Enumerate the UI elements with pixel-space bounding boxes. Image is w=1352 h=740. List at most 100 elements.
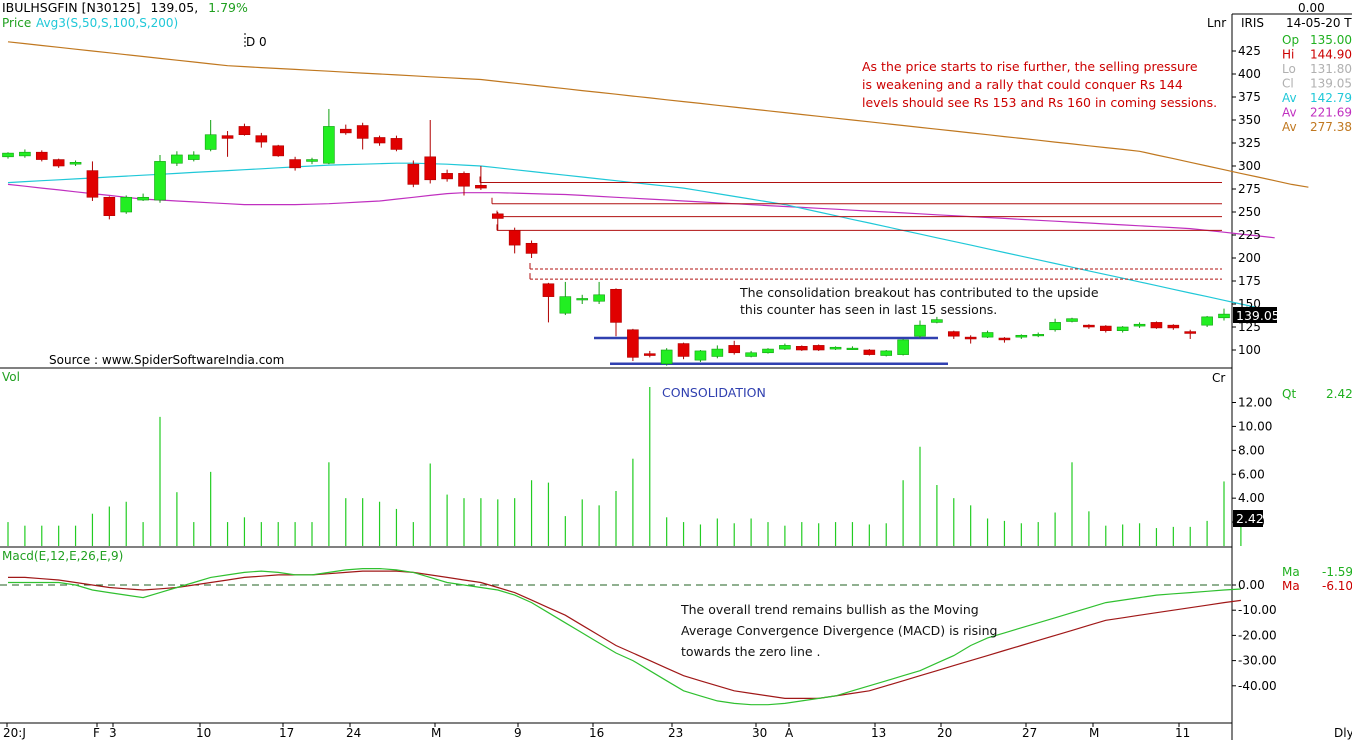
volume-bars [7,386,1242,546]
x-axis-label: 23 [668,726,683,740]
volume-axis-label: 10.00 [1238,419,1272,433]
annotation-macd-1: The overall trend remains bullish as the… [680,602,979,617]
change-percent: 1.79% [208,0,248,15]
candle-body [103,196,116,216]
x-axis-label: 16 [589,726,604,740]
candle-body [204,134,217,150]
date-label: 14-05-20 Th [1286,16,1352,30]
x-axis-label: M [1089,726,1099,740]
price-axis-label: 200 [1238,251,1261,265]
candle-body [390,138,403,150]
annotation-top-1: As the price starts to rise further, the… [862,59,1198,74]
svg-text:IBULHSGFIN [N30125] 139.05: IBULHSGFIN [N30125] 139.05, 1.79% [2,0,248,15]
info-value: 135.00 [1310,33,1352,47]
candle-body [627,329,639,358]
x-axis-label: 27 [1022,726,1037,740]
candle-body [694,350,707,361]
price-axis-label: 225 [1238,228,1261,242]
x-axis-label: A [785,726,794,740]
x-axis: 20:J F 3 10 17 24 M 9 16 23 30 A 13 20 27 M 11 [3,723,1190,740]
info-key: Av [1282,91,1297,105]
candle-body [542,283,555,297]
qt-value: 2.42 [1326,387,1352,401]
info-key: Av [1282,106,1297,120]
candle-body [711,348,724,357]
price-axis-label: 125 [1238,320,1261,334]
info-value: 139.05 [1310,77,1352,91]
sma200-line [7,41,1309,188]
macd-axis-label: -30.00 [1238,654,1277,668]
resistance-lines [479,176,1222,280]
x-axis-label: 24 [346,726,361,740]
price-axis-label: 350 [1238,113,1261,127]
candle-body [931,319,943,323]
info-value: 131.80 [1310,62,1352,76]
candle-body [981,332,994,338]
candle-body [795,346,808,351]
candle-body [1218,313,1230,319]
iris-label: IRIS [1241,16,1264,30]
macd-axis: 0.00 -10.00 -20.00 -30.00 -40.00 [1232,578,1277,693]
candle-body [779,345,791,350]
candle-body [356,125,369,139]
candle-body [829,346,842,350]
consolidation-label: CONSOLIDATION [662,385,766,400]
candle-body [593,294,605,302]
macd-axis-label: -20.00 [1238,628,1277,642]
macd-ma1-value: -1.59 [1322,565,1352,579]
annotation-mid-2: this counter has seen in last 15 session… [740,302,997,317]
candle-body [1032,334,1045,337]
price-axis-label: 425 [1238,44,1261,58]
candle-body [964,336,977,340]
candle-body [1167,324,1180,329]
candle-body [221,135,234,139]
candle-body [475,185,487,189]
candle-body [255,135,268,143]
qt-label: Qt [1282,387,1296,401]
price-axis-label: 100 [1238,343,1261,357]
volume-axis-label: 12.00 [1238,396,1272,410]
candle-body [728,345,741,354]
x-axis-label: F [93,726,100,740]
candle-body [846,347,859,350]
last-price-label: 139.05 [1236,308,1280,323]
candle-body [1133,323,1146,327]
candle-body [2,152,14,158]
info-value: 277.38 [1310,120,1352,134]
price-axis-label: 400 [1238,67,1261,81]
info-value: 221.69 [1310,106,1352,120]
candle-body [897,339,909,355]
info-value: 142.79 [1310,91,1352,105]
candle-body [306,159,318,162]
symbol-label: IBULHSGFIN [N30125] [2,0,140,15]
candle-body [154,161,166,201]
candle-body [1049,322,1061,331]
d-marker: D 0 [246,35,267,49]
candle-body [610,288,622,323]
top-value: 0.00 [1298,1,1325,15]
candle-body [137,196,149,201]
candle-body [86,170,99,198]
candle-body [19,151,31,157]
macd-path [8,567,1241,706]
candle-body [373,137,386,144]
macd-axis-label: -40.00 [1238,679,1277,693]
info-panel: Op 135.00 Hi 144.90 Lo 131.80 Cl 139.05 Av 142.79… [1282,33,1352,134]
macd-axis-label: -10.00 [1238,603,1277,617]
candle-body [947,331,960,337]
candle-body [880,350,893,356]
x-axis-label: 20 [937,726,952,740]
x-axis-label: 10 [196,726,211,740]
candle-body [1099,325,1112,331]
candle-body [677,343,690,357]
candle-body [576,298,589,301]
candle-body [914,324,926,337]
macd-ma2-label: Ma [1282,579,1300,593]
macd-ma2-value: -6.10 [1322,579,1352,593]
candle-body [238,126,251,136]
macd-label: Macd(E,12,E,26,E,9) [2,549,123,563]
sma50-path [7,162,1275,311]
source-label: Source : www.SpiderSoftwareIndia.com [49,353,284,367]
